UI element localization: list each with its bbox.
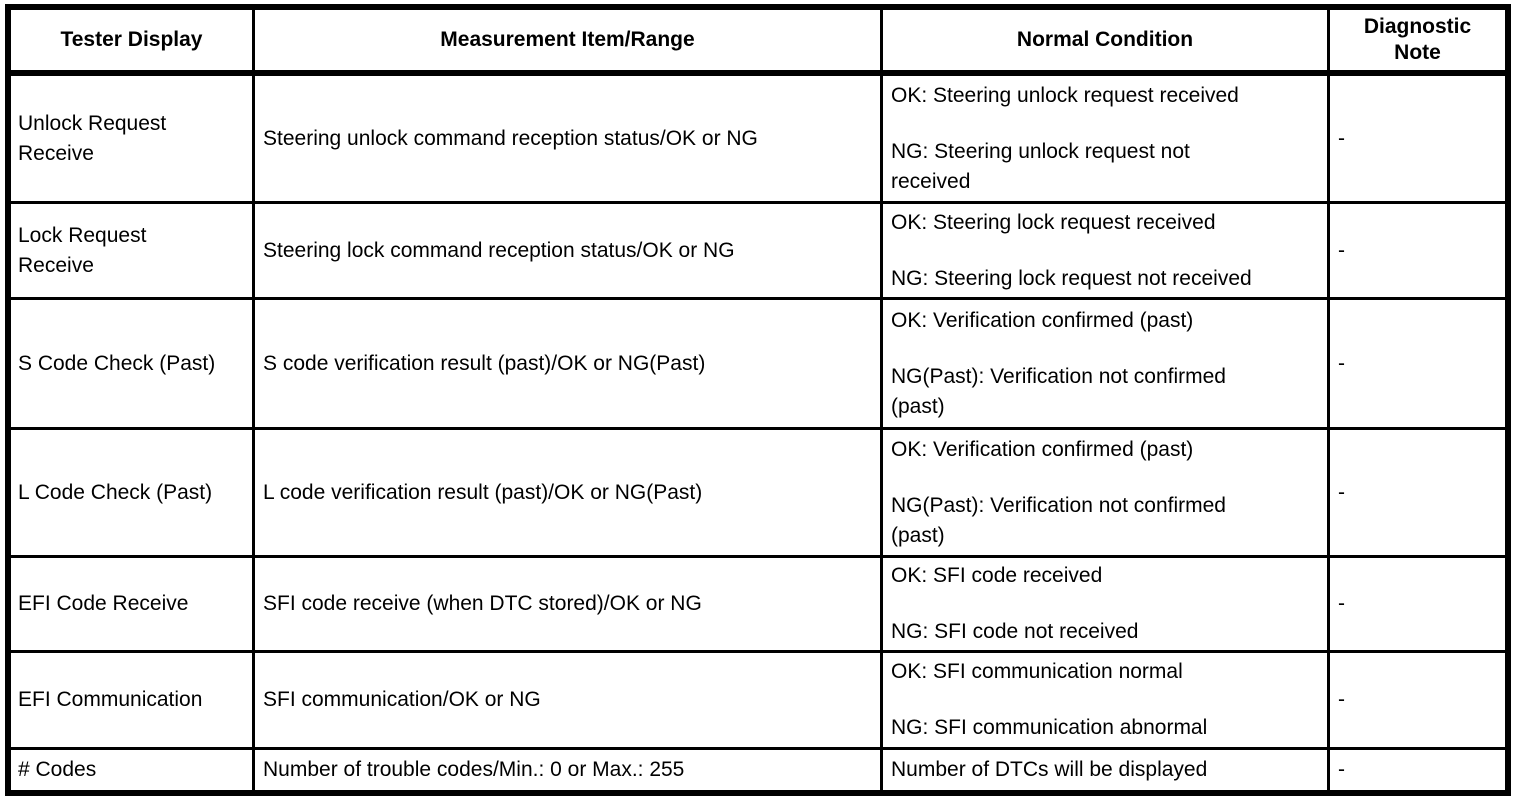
measurement-text: SFI communication/OK or NG	[263, 688, 541, 711]
normal-condition-ng: NG(Past): Verification not confirmed (pa…	[891, 493, 1226, 547]
cell-normal-condition: OK: Verification confirmed (past) NG(Pas…	[883, 300, 1330, 430]
cell-normal-condition: Number of DTCs will be displayed	[883, 750, 1330, 790]
normal-condition-ok: OK: Steering lock request received	[891, 210, 1216, 234]
header-cell-normal-condition: Normal Condition	[883, 10, 1330, 76]
tester-display-text: Lock Request Receive	[18, 223, 147, 277]
tester-display-text: Unlock Request Receive	[18, 111, 167, 165]
cell-normal-condition: OK: Steering lock request received NG: S…	[883, 204, 1330, 300]
normal-condition-ng: NG: Steering lock request not received	[891, 266, 1252, 290]
cell-tester-display: Lock Request Receive	[11, 204, 255, 300]
header-cell-diagnostic-note: Diagnostic Note	[1330, 10, 1505, 76]
cell-tester-display: EFI Communication	[11, 653, 255, 750]
diagnostic-data-list-table: Tester Display Measurement Item/Range No…	[5, 4, 1511, 796]
tester-display-text: L Code Check (Past)	[18, 480, 213, 504]
cell-tester-display: Unlock Request Receive	[11, 76, 255, 204]
diagnostic-note-text: -	[1338, 238, 1345, 262]
normal-condition-ng: NG: SFI code not received	[891, 620, 1139, 643]
measurement-text: S code verification result (past)/OK or …	[263, 351, 706, 375]
tester-display-text: EFI Code Receive	[18, 592, 189, 615]
cell-measurement-item-range: Number of trouble codes/Min.: 0 or Max.:…	[255, 750, 883, 790]
cell-measurement-item-range: L code verification result (past)/OK or …	[255, 430, 883, 558]
cell-tester-display: L Code Check (Past)	[11, 430, 255, 558]
cell-normal-condition: OK: SFI communication normal NG: SFI com…	[883, 653, 1330, 750]
tester-display-text: # Codes	[18, 758, 97, 781]
cell-tester-display: # Codes	[11, 750, 255, 790]
header-label: Tester Display	[60, 28, 203, 51]
tester-display-text: EFI Communication	[18, 688, 203, 711]
cell-measurement-item-range: Steering unlock command reception status…	[255, 76, 883, 204]
cell-measurement-item-range: Steering lock command reception status/O…	[255, 204, 883, 300]
normal-condition-ok: OK: Steering unlock request received	[891, 83, 1239, 107]
cell-measurement-item-range: SFI code receive (when DTC stored)/OK or…	[255, 558, 883, 653]
cell-diagnostic-note: -	[1330, 430, 1505, 558]
normal-condition-ok: OK: SFI communication normal	[891, 660, 1183, 683]
normal-condition-ng: NG(Past): Verification not confirmed (pa…	[891, 364, 1226, 418]
cell-diagnostic-note: -	[1330, 204, 1505, 300]
normal-condition-ok: OK: Verification confirmed (past)	[891, 437, 1194, 461]
normal-condition-ok: OK: Verification confirmed (past)	[891, 308, 1194, 332]
measurement-text: Number of trouble codes/Min.: 0 or Max.:…	[263, 758, 685, 781]
normal-condition-ng: NG: Steering unlock request not received	[891, 139, 1190, 193]
diagnostic-note-text: -	[1338, 126, 1345, 150]
normal-condition-ng: NG: SFI communication abnormal	[891, 716, 1208, 739]
measurement-text: Steering lock command reception status/O…	[263, 238, 735, 262]
cell-diagnostic-note: -	[1330, 558, 1505, 653]
header-cell-measurement-item-range: Measurement Item/Range	[255, 10, 883, 76]
cell-diagnostic-note: -	[1330, 653, 1505, 750]
measurement-text: SFI code receive (when DTC stored)/OK or…	[263, 592, 702, 615]
cell-diagnostic-note: -	[1330, 750, 1505, 790]
header-cell-tester-display: Tester Display	[11, 10, 255, 76]
diagnostic-note-text: -	[1338, 480, 1345, 504]
measurement-text: Steering unlock command reception status…	[263, 126, 758, 150]
diagnostic-note-text: -	[1338, 688, 1345, 711]
cell-measurement-item-range: SFI communication/OK or NG	[255, 653, 883, 750]
normal-condition-text: Number of DTCs will be displayed	[891, 758, 1208, 781]
cell-normal-condition: OK: SFI code received NG: SFI code not r…	[883, 558, 1330, 653]
diagnostic-note-text: -	[1338, 592, 1345, 615]
normal-condition-ok: OK: SFI code received	[891, 564, 1103, 587]
cell-tester-display: S Code Check (Past)	[11, 300, 255, 430]
measurement-text: L code verification result (past)/OK or …	[263, 480, 703, 504]
header-label: Normal Condition	[1016, 28, 1194, 51]
cell-normal-condition: OK: Verification confirmed (past) NG(Pas…	[883, 430, 1330, 558]
cell-measurement-item-range: S code verification result (past)/OK or …	[255, 300, 883, 430]
cell-normal-condition: OK: Steering unlock request received NG:…	[883, 76, 1330, 204]
cell-diagnostic-note: -	[1330, 76, 1505, 204]
diagnostic-note-text: -	[1338, 351, 1345, 375]
cell-tester-display: EFI Code Receive	[11, 558, 255, 653]
header-label: Diagnostic Note	[1363, 15, 1472, 64]
tester-display-text: S Code Check (Past)	[18, 351, 216, 375]
diagnostic-note-text: -	[1338, 758, 1345, 781]
header-label: Measurement Item/Range	[440, 28, 695, 51]
cell-diagnostic-note: -	[1330, 300, 1505, 430]
